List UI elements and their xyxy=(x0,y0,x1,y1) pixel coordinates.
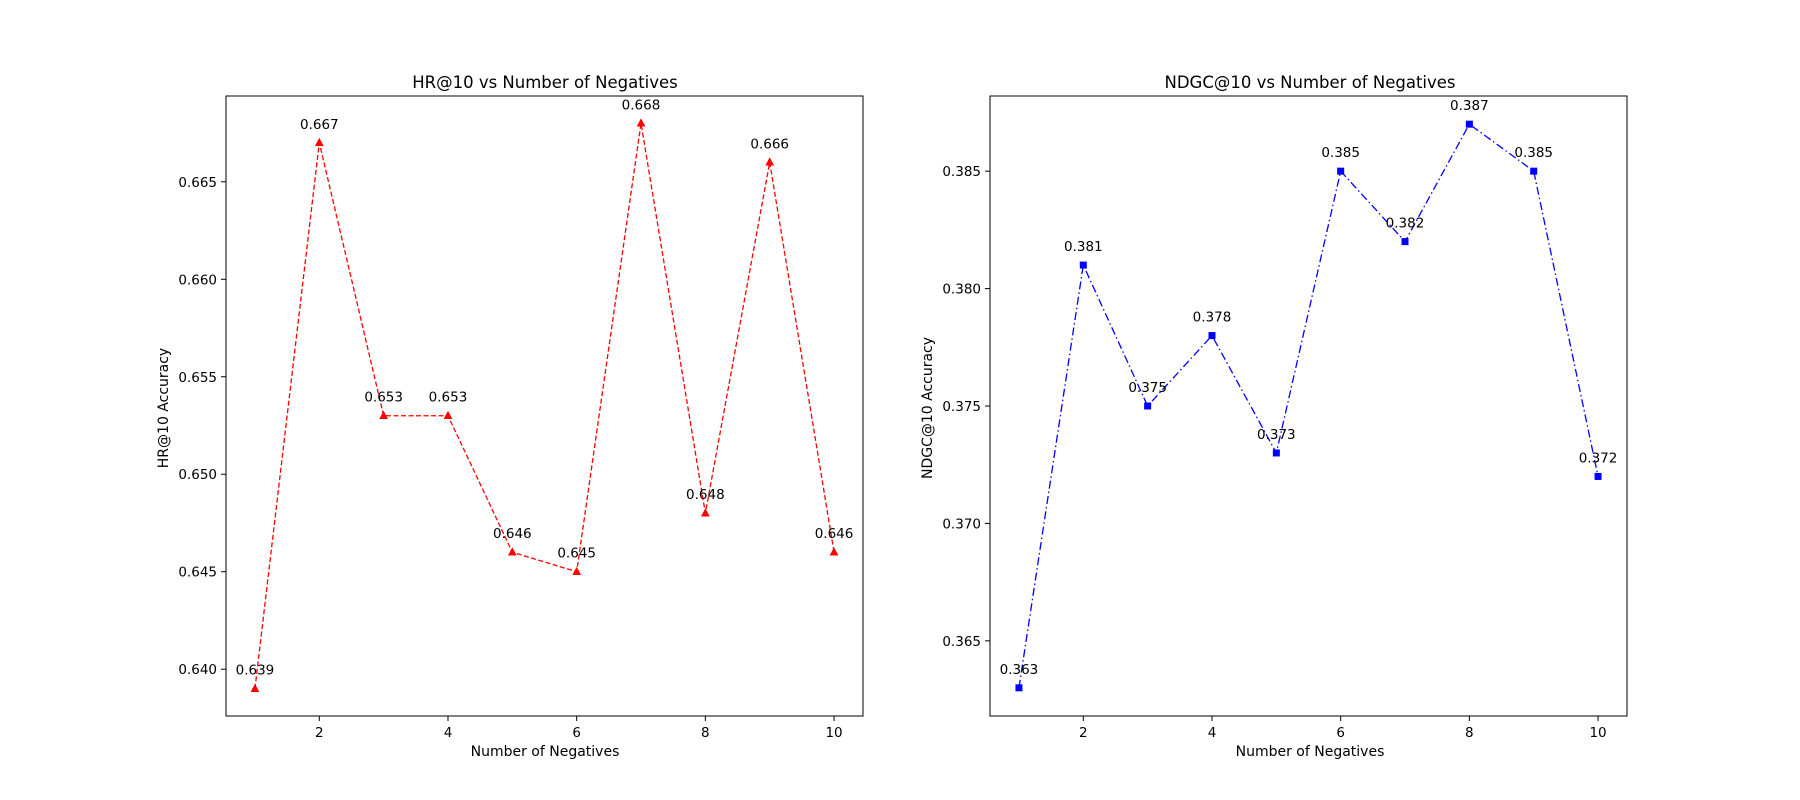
hr-data-point xyxy=(636,118,646,127)
ndcg-data-label: 0.372 xyxy=(1579,450,1618,466)
hr-data-point xyxy=(379,410,389,419)
ndcg-chart-title: NDGC@10 vs Number of Negatives xyxy=(1164,73,1455,92)
ndcg-data-point xyxy=(1079,261,1087,269)
hr-y-tick-label: 0.665 xyxy=(178,175,217,191)
ndcg-x-tick-label: 10 xyxy=(1589,725,1606,741)
hr-data-label: 0.666 xyxy=(750,136,789,152)
hr-data-label: 0.645 xyxy=(557,546,596,562)
hr-data-label: 0.646 xyxy=(493,526,532,542)
hr-x-tick-label: 8 xyxy=(701,725,710,741)
hr-chart-plot-area: 2 4 6 8 10 0.640 0.645 0.650 0.655 0.660 0.665 0.63… xyxy=(178,95,864,741)
hr-y-tick-label: 0.640 xyxy=(178,662,217,678)
hr-data-point xyxy=(443,410,453,419)
ndcg-data-label: 0.385 xyxy=(1321,145,1360,161)
ndcg-data-label: 0.382 xyxy=(1386,216,1425,232)
ndcg-data-point xyxy=(1337,167,1345,175)
ndcg-data-point xyxy=(1015,684,1023,692)
ndcg-data-label: 0.373 xyxy=(1257,427,1296,443)
ndcg-data-label: 0.385 xyxy=(1514,145,1553,161)
hr-series-line xyxy=(254,123,835,689)
hr-data-point xyxy=(700,508,710,517)
ndcg-data-label: 0.375 xyxy=(1128,380,1167,396)
hr-data-point xyxy=(314,137,324,147)
hr-data-point xyxy=(507,547,517,556)
hr-x-tick-label: 10 xyxy=(825,725,842,741)
ndcg-x-tick-label: 4 xyxy=(1208,725,1217,741)
hr-data-point xyxy=(250,683,260,692)
hr-chart: HR@10 vs Number of Negatives Number of N… xyxy=(156,73,864,760)
hr-data-label: 0.639 xyxy=(236,663,275,679)
hr-data-label: 0.648 xyxy=(686,487,725,503)
hr-y-tick-label: 0.650 xyxy=(178,467,217,483)
hr-data-point xyxy=(572,566,582,575)
ndcg-x-tick-label: 6 xyxy=(1336,725,1345,741)
hr-data-label: 0.653 xyxy=(429,390,468,406)
hr-data-point xyxy=(765,157,775,166)
hr-x-tick-label: 2 xyxy=(315,725,324,741)
hr-data-label: 0.653 xyxy=(364,390,403,406)
ndcg-data-point xyxy=(1530,167,1538,175)
hr-chart-xlabel: Number of Negatives xyxy=(471,744,620,760)
ndcg-data-label: 0.381 xyxy=(1064,239,1103,255)
hr-y-tick-label: 0.655 xyxy=(178,370,217,386)
ndcg-data-point xyxy=(1465,120,1473,128)
ndcg-y-tick-label: 0.375 xyxy=(942,399,981,415)
ndcg-chart-xlabel: Number of Negatives xyxy=(1236,744,1385,760)
hr-chart-ylabel: HR@10 Accuracy xyxy=(156,348,172,468)
ndcg-y-tick-label: 0.380 xyxy=(942,282,981,298)
hr-y-tick-label: 0.660 xyxy=(178,272,217,288)
ndcg-series-line xyxy=(1018,123,1599,688)
hr-x-tick-label: 6 xyxy=(572,725,581,741)
ndcg-data-point xyxy=(1272,449,1280,457)
ndcg-x-tick-label: 2 xyxy=(1079,725,1088,741)
hr-x-tick-label: 4 xyxy=(444,725,453,741)
ndcg-data-point xyxy=(1208,332,1216,340)
hr-y-tick-label: 0.645 xyxy=(178,565,217,581)
ndcg-chart-ylabel: NDGC@10 Accuracy xyxy=(920,337,936,479)
hr-data-label: 0.667 xyxy=(300,117,339,133)
ndcg-y-tick-label: 0.370 xyxy=(942,516,981,532)
hr-data-label: 0.668 xyxy=(622,97,661,113)
ndcg-data-point xyxy=(1144,402,1152,410)
ndcg-chart: NDGC@10 vs Number of Negatives Number of… xyxy=(920,73,1628,760)
hr-axes-frame xyxy=(225,95,864,717)
ndcg-data-label: 0.378 xyxy=(1193,310,1232,326)
hr-data-point xyxy=(829,547,839,556)
ndcg-chart-plot-area: 2 4 6 8 10 0.365 0.370 0.375 0.380 0.385 0.363 0.38… xyxy=(942,95,1628,741)
hr-chart-title: HR@10 vs Number of Negatives xyxy=(412,73,678,92)
ndcg-x-tick-label: 8 xyxy=(1465,725,1474,741)
ndcg-y-tick-label: 0.385 xyxy=(942,164,981,180)
ndcg-data-point xyxy=(1594,472,1602,480)
ndcg-data-label: 0.387 xyxy=(1450,98,1489,114)
ndcg-y-tick-label: 0.365 xyxy=(942,634,981,650)
ndcg-data-point xyxy=(1401,238,1409,246)
ndcg-data-label: 0.363 xyxy=(1000,662,1039,678)
hr-data-label: 0.646 xyxy=(815,526,854,542)
